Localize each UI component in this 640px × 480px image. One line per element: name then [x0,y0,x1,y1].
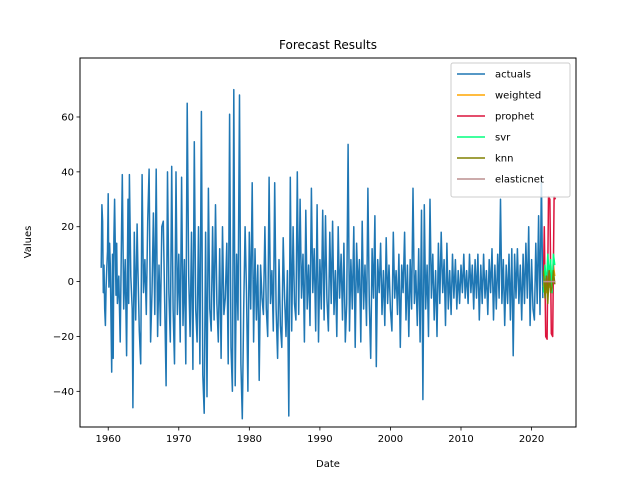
x-tick-label: 1980 [237,434,262,445]
x-tick-label: 2010 [448,434,473,445]
plot-area [100,88,557,420]
series-line-actuals [100,88,544,420]
x-tick-label: 2000 [378,434,403,445]
y-tick-label: −20 [53,332,74,343]
y-tick-label: 20 [61,222,74,233]
legend-label-weighted: weighted [495,91,541,102]
series-line-knn [542,269,556,305]
y-tick-label: 0 [68,277,74,288]
legend: actuals weighted prophet svr knn elasticnet [450,62,571,198]
x-axis-label: Date [316,459,340,470]
x-tick-label: 2020 [519,434,544,445]
y-axis: −40 −20 0 20 40 60 [53,112,80,398]
legend-box [450,62,571,198]
y-axis-label: Values [23,226,34,259]
legend-label-elasticnet: elasticnet [495,175,544,186]
y-tick-label: 60 [61,112,74,123]
x-tick-label: 1970 [166,434,191,445]
legend-label-prophet: prophet [495,112,534,123]
axes-frame [79,57,577,428]
legend-label-knn: knn [495,154,513,165]
x-tick-label: 1990 [307,434,332,445]
legend-label-actuals: actuals [495,70,531,81]
legend-label-svr: svr [495,133,511,144]
x-axis: 1960 1970 1980 1990 2000 2010 2020 [95,427,544,445]
y-tick-label: 40 [61,167,74,178]
y-tick-label: −40 [53,387,74,398]
x-tick-label: 1960 [95,434,120,445]
chart-title: Forecast Results [279,38,377,52]
